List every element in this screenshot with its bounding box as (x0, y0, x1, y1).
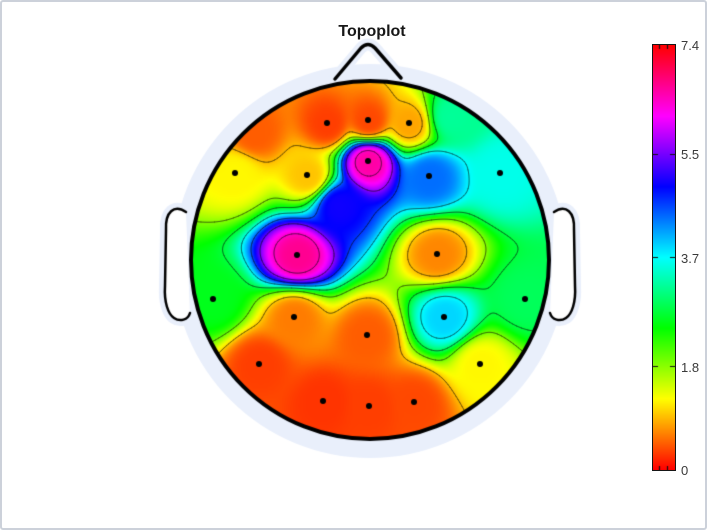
colorbar-tick-label: 3.7 (681, 250, 700, 266)
colorbar-tick-label: 5.5 (681, 147, 700, 163)
colorbar-tick-label: 1.8 (681, 359, 700, 375)
colorbar (652, 44, 676, 471)
colorbar-gradient (652, 44, 676, 471)
plot-title: Topoplot (338, 23, 406, 40)
colorbar-tick-label: 0 (681, 463, 689, 478)
colorbar-tick-label: 7.4 (681, 38, 700, 53)
